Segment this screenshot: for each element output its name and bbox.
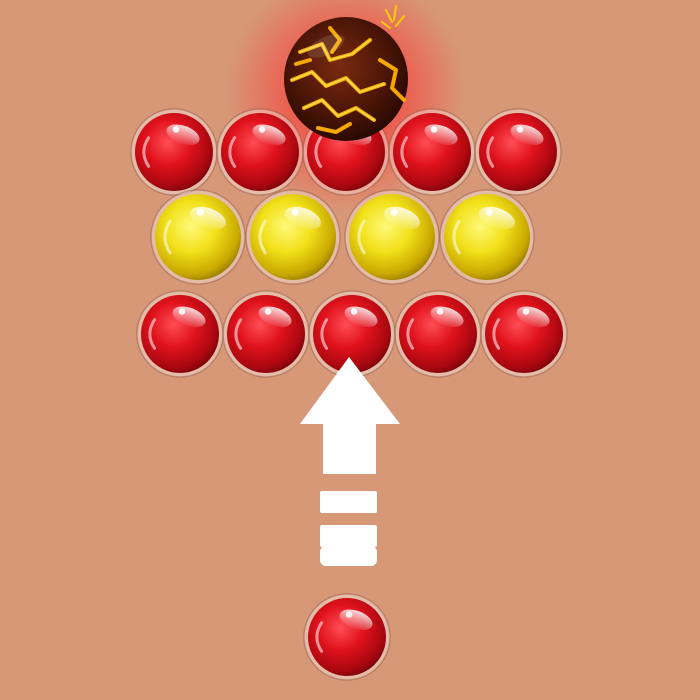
bubble-red[interactable] [394, 290, 482, 378]
bubble-yellow[interactable] [344, 189, 440, 285]
bubble-red[interactable] [480, 290, 568, 378]
shooter-bubble[interactable] [303, 593, 391, 681]
lava-fire-ball-icon [284, 5, 408, 141]
bubble-red[interactable] [136, 290, 224, 378]
bubble-yellow[interactable] [245, 189, 341, 285]
bubble-yellow[interactable] [439, 189, 535, 285]
bubble-red[interactable] [216, 108, 304, 196]
bubble-red[interactable] [474, 108, 562, 196]
bubble-red[interactable] [388, 108, 476, 196]
bubble-red[interactable] [222, 290, 310, 378]
bubble-red[interactable] [130, 108, 218, 196]
shooter-ball[interactable] [303, 593, 391, 681]
bubble-yellow[interactable] [150, 189, 246, 285]
bubble-grid[interactable] [130, 108, 568, 378]
aim-arrow-icon [300, 357, 400, 566]
